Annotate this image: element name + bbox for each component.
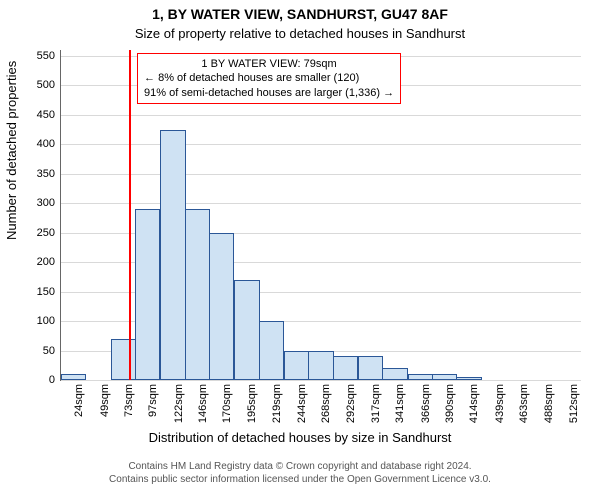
attribution-line-2: Contains public sector information licen…: [0, 473, 600, 486]
histogram-bar: [432, 374, 457, 380]
x-tick-label: 317sqm: [370, 384, 382, 423]
x-tick-label: 292sqm: [345, 384, 357, 423]
x-tick-label: 512sqm: [568, 384, 580, 423]
y-tick-label: 100: [37, 315, 55, 327]
y-tick-label: 550: [37, 50, 55, 62]
x-tick-label: 463sqm: [518, 384, 530, 423]
annotation-line: 1 BY WATER VIEW: 79sqm: [144, 57, 394, 71]
annotation-line: 91% of semi-detached houses are larger (…: [144, 86, 394, 100]
histogram-bar: [382, 368, 407, 380]
x-tick-label: 244sqm: [296, 384, 308, 423]
attribution-text: Contains HM Land Registry data © Crown c…: [0, 460, 600, 486]
gridline: [61, 144, 581, 145]
histogram-bar: [185, 209, 210, 380]
x-tick-label: 122sqm: [173, 384, 185, 423]
y-tick-label: 400: [37, 138, 55, 150]
y-tick-label: 500: [37, 79, 55, 91]
x-tick-label: 73sqm: [123, 384, 135, 417]
x-tick-label: 219sqm: [271, 384, 283, 423]
histogram-bar: [358, 356, 383, 380]
x-tick-label: 146sqm: [197, 384, 209, 423]
histogram-bar: [234, 280, 259, 380]
gridline: [61, 380, 581, 381]
y-tick-label: 0: [49, 374, 55, 386]
histogram-bar: [160, 130, 185, 380]
histogram-bar: [111, 339, 136, 380]
histogram-bar: [456, 377, 481, 380]
x-tick-label: 488sqm: [543, 384, 555, 423]
y-tick-label: 350: [37, 168, 55, 180]
attribution-line-1: Contains HM Land Registry data © Crown c…: [0, 460, 600, 473]
x-axis-label: Distribution of detached houses by size …: [0, 430, 600, 445]
x-tick-label: 24sqm: [73, 384, 85, 417]
page-title: 1, BY WATER VIEW, SANDHURST, GU47 8AF: [0, 6, 600, 22]
chart-plot-area: 05010015020025030035040045050055024sqm49…: [60, 50, 581, 381]
histogram-bar: [259, 321, 284, 380]
x-tick-label: 268sqm: [320, 384, 332, 423]
gridline: [61, 203, 581, 204]
annotation-box: 1 BY WATER VIEW: 79sqm← 8% of detached h…: [137, 53, 401, 104]
x-tick-label: 390sqm: [444, 384, 456, 423]
x-tick-label: 97sqm: [147, 384, 159, 417]
gridline: [61, 174, 581, 175]
x-tick-label: 195sqm: [246, 384, 258, 423]
y-tick-label: 300: [37, 197, 55, 209]
histogram-bar: [333, 356, 358, 380]
y-tick-label: 250: [37, 227, 55, 239]
page-subtitle: Size of property relative to detached ho…: [0, 26, 600, 41]
x-tick-label: 170sqm: [221, 384, 233, 423]
x-tick-label: 414sqm: [468, 384, 480, 423]
x-tick-label: 49sqm: [99, 384, 111, 417]
y-axis-label: Number of detached properties: [4, 61, 19, 240]
gridline: [61, 115, 581, 116]
x-tick-label: 341sqm: [394, 384, 406, 423]
y-tick-label: 200: [37, 256, 55, 268]
y-tick-label: 450: [37, 109, 55, 121]
x-tick-label: 439sqm: [494, 384, 506, 423]
histogram-bar: [308, 351, 333, 380]
x-tick-label: 366sqm: [420, 384, 432, 423]
histogram-bar: [135, 209, 160, 380]
histogram-bar: [209, 233, 234, 380]
annotation-line: ← 8% of detached houses are smaller (120…: [144, 71, 394, 85]
histogram-bar: [284, 351, 309, 380]
histogram-bar: [61, 374, 86, 380]
property-marker-line: [129, 50, 131, 380]
y-tick-label: 50: [43, 345, 55, 357]
histogram-bar: [408, 374, 433, 380]
y-tick-label: 150: [37, 286, 55, 298]
